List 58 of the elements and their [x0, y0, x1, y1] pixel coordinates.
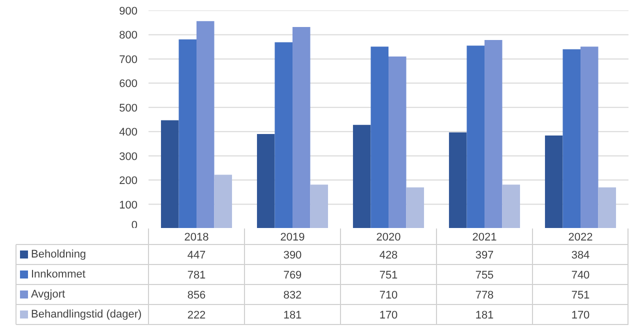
data-label: 390: [283, 250, 302, 262]
bar: [310, 184, 328, 228]
data-label: 170: [379, 310, 398, 322]
bar: [484, 40, 502, 228]
data-label: 181: [283, 310, 302, 322]
legend-label: Innkommet: [31, 268, 86, 280]
data-label: 740: [571, 270, 590, 282]
legend-label: Behandlingstid (dager): [31, 308, 142, 320]
bar: [448, 132, 467, 228]
x-tick-label: 2022: [568, 232, 593, 244]
y-tick-label: 200: [119, 175, 138, 188]
bar: [406, 187, 424, 228]
bar: [178, 39, 196, 228]
y-tick-label: 900: [119, 6, 138, 18]
bar: [256, 134, 275, 228]
data-label: 778: [475, 290, 494, 302]
data-label: 384: [571, 250, 590, 262]
bar: [196, 21, 214, 228]
y-tick-label: 400: [119, 126, 138, 139]
data-label: 428: [379, 250, 398, 262]
y-tick-label: 100: [119, 199, 138, 212]
data-label: 710: [379, 290, 398, 302]
data-label: 781: [187, 270, 206, 282]
bar: [502, 184, 520, 228]
y-tick-label: 500: [119, 102, 138, 114]
bar: [274, 42, 292, 228]
data-label: 222: [187, 310, 206, 322]
bar: [352, 124, 371, 228]
data-label: 769: [283, 270, 302, 282]
bar: [214, 174, 232, 228]
data-label: 856: [187, 290, 206, 302]
legend-label: Beholdning: [31, 248, 86, 260]
x-tick-label: 2018: [184, 232, 209, 244]
y-tick-label: 600: [119, 78, 138, 90]
data-label: 751: [571, 290, 590, 302]
bar: [562, 49, 580, 228]
data-label: 170: [571, 310, 590, 322]
legend-label: Avgjort: [31, 288, 66, 300]
bar: [160, 120, 179, 228]
data-label: 397: [475, 250, 494, 262]
x-tick-label: 2020: [376, 232, 401, 244]
y-tick-label: 700: [119, 54, 138, 66]
bar: [292, 26, 310, 228]
data-label: 751: [379, 270, 398, 282]
y-tick-label: 800: [119, 30, 138, 42]
bar: [580, 46, 598, 228]
bar: [466, 46, 484, 228]
bar: [544, 135, 563, 228]
data-label: 181: [475, 310, 494, 322]
data-label: 832: [283, 290, 302, 302]
bar: [370, 46, 388, 228]
bar: [598, 187, 616, 228]
data-label: 755: [475, 270, 494, 282]
bar: [388, 56, 406, 228]
x-tick-label: 2021: [472, 232, 497, 244]
x-tick-label: 2019: [280, 232, 305, 244]
y-tick-label: 300: [119, 150, 138, 163]
data-label: 447: [187, 250, 206, 262]
